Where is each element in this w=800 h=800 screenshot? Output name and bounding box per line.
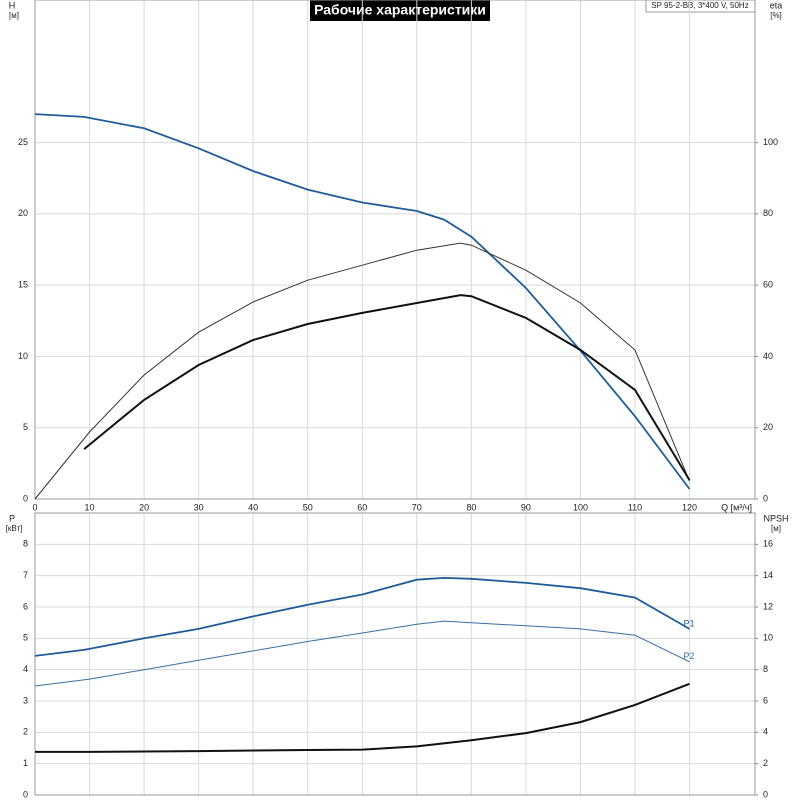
series-label: P1 xyxy=(684,618,695,628)
y-axis-label: P xyxy=(9,513,15,523)
series-line xyxy=(34,113,691,490)
y-tick-label: 5 xyxy=(23,422,28,432)
x-tick-label: 20 xyxy=(139,502,149,512)
y-axis-label: H xyxy=(9,0,16,10)
x-tick-label: 30 xyxy=(194,502,204,512)
y-axis-unit: [м] xyxy=(9,11,19,20)
y-tick-label: 1 xyxy=(23,758,28,768)
y2-axis-unit: [м] xyxy=(771,524,781,533)
y2-tick-label: 0 xyxy=(763,493,768,503)
y2-tick-label: 14 xyxy=(763,570,773,580)
y-tick-label: 8 xyxy=(23,539,28,549)
y-tick-label: 20 xyxy=(18,208,28,218)
annotation: SP 95-2-BB, 3*400 V, 50Hz xyxy=(651,1,748,10)
y-tick-label: 2 xyxy=(23,727,28,737)
x-tick-label: 60 xyxy=(357,502,367,512)
y-tick-label: 7 xyxy=(23,570,28,580)
x-tick-label: 50 xyxy=(303,502,313,512)
y2-tick-label: 4 xyxy=(763,727,768,737)
y2-tick-label: 80 xyxy=(763,208,773,218)
plot-frame xyxy=(34,0,756,500)
y2-tick-label: 12 xyxy=(763,601,773,611)
y-tick-label: 15 xyxy=(18,280,28,290)
y2-axis-label: NPSH xyxy=(763,513,788,523)
x-tick-label: 0 xyxy=(32,502,37,512)
y-tick-label: 4 xyxy=(23,664,28,674)
y-tick-label: 3 xyxy=(23,695,28,705)
series-line xyxy=(34,242,690,500)
y-tick-label: 5 xyxy=(23,633,28,643)
y2-tick-label: 0 xyxy=(763,789,768,799)
y2-tick-label: 10 xyxy=(763,633,773,643)
x-tick-label: 70 xyxy=(412,502,422,512)
series-label: P2 xyxy=(684,651,695,661)
y-tick-label: 0 xyxy=(23,493,28,503)
y2-tick-label: 2 xyxy=(763,758,768,768)
plot-frame xyxy=(34,512,756,796)
y2-axis-label: eta xyxy=(770,0,783,10)
y-tick-label: 6 xyxy=(23,601,28,611)
y2-axis-unit: [%] xyxy=(770,11,782,20)
y2-tick-label: 40 xyxy=(763,351,773,361)
x-tick-label: 120 xyxy=(682,502,697,512)
y2-tick-label: 100 xyxy=(763,137,778,147)
y2-tick-label: 60 xyxy=(763,280,773,290)
y2-tick-label: 20 xyxy=(763,422,773,432)
y-tick-label: 25 xyxy=(18,137,28,147)
y-axis-unit: [кВт] xyxy=(6,524,23,533)
y2-tick-label: 6 xyxy=(763,695,768,705)
chart-title: Рабочие характеристики xyxy=(314,2,486,18)
x-tick-label: 80 xyxy=(466,502,476,512)
y2-tick-label: 8 xyxy=(763,664,768,674)
series-line xyxy=(83,294,691,481)
x-tick-label: 40 xyxy=(248,502,258,512)
y2-tick-label: 16 xyxy=(763,539,773,549)
x-tick-label: 10 xyxy=(85,502,95,512)
x-tick-label: 100 xyxy=(573,502,588,512)
series-line xyxy=(34,576,690,657)
series-line xyxy=(34,620,690,687)
x-tick-label: 90 xyxy=(521,502,531,512)
x-tick-label: 110 xyxy=(628,502,642,512)
title-box xyxy=(310,0,490,21)
series-line xyxy=(35,682,690,753)
y-tick-label: 0 xyxy=(23,789,28,799)
x-axis-label: Q [м³/ч] xyxy=(721,502,752,512)
y-tick-label: 10 xyxy=(18,351,28,361)
